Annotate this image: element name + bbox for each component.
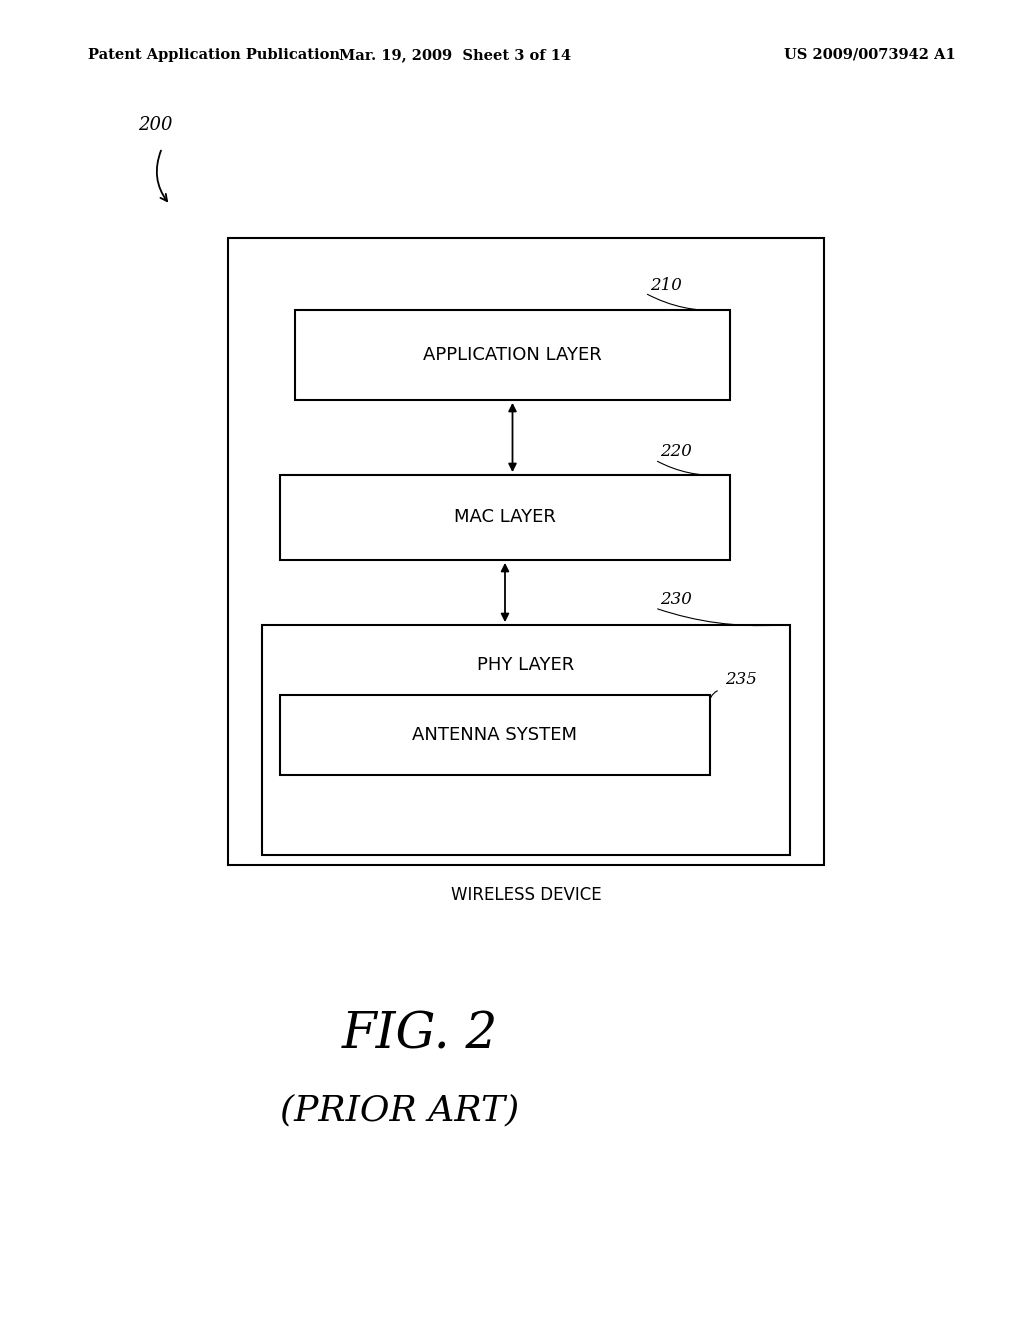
Text: ANTENNA SYSTEM: ANTENNA SYSTEM bbox=[413, 726, 578, 744]
Text: WIRELESS DEVICE: WIRELESS DEVICE bbox=[451, 886, 601, 904]
Text: MAC LAYER: MAC LAYER bbox=[454, 508, 556, 527]
Text: (PRIOR ART): (PRIOR ART) bbox=[281, 1093, 519, 1127]
Text: 235: 235 bbox=[725, 672, 757, 689]
Text: 220: 220 bbox=[660, 444, 692, 461]
Text: 230: 230 bbox=[660, 591, 692, 609]
Text: 210: 210 bbox=[650, 276, 682, 293]
Text: APPLICATION LAYER: APPLICATION LAYER bbox=[423, 346, 602, 364]
Bar bbox=[262, 624, 790, 855]
Text: Patent Application Publication: Patent Application Publication bbox=[88, 48, 340, 62]
Text: FIG. 2: FIG. 2 bbox=[342, 1010, 499, 1060]
Text: US 2009/0073942 A1: US 2009/0073942 A1 bbox=[784, 48, 955, 62]
Bar bbox=[280, 696, 710, 775]
Bar bbox=[280, 475, 730, 560]
Text: 200: 200 bbox=[138, 116, 172, 135]
Text: Mar. 19, 2009  Sheet 3 of 14: Mar. 19, 2009 Sheet 3 of 14 bbox=[339, 48, 571, 62]
Text: PHY LAYER: PHY LAYER bbox=[477, 656, 574, 675]
Bar bbox=[295, 310, 730, 400]
Bar bbox=[228, 238, 824, 865]
